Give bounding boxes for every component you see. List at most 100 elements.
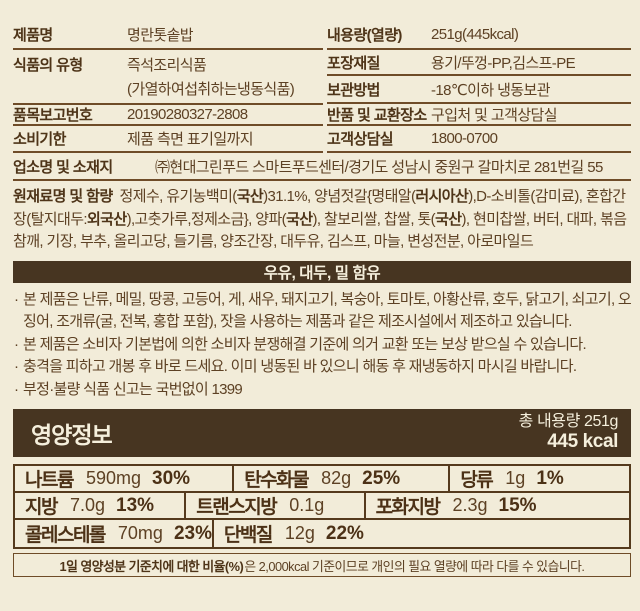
nutrition-cell-fat: 지방 7.0g 13%	[15, 493, 187, 519]
return-place-value: 구입처 및 고객상담실	[431, 106, 558, 124]
food-type-line1: 즉석조리식품	[127, 57, 207, 74]
nutrient-name: 단백질	[223, 525, 273, 547]
nutrient-percent: 15%	[498, 494, 537, 516]
nutrient-name: 포화지방	[375, 497, 441, 519]
row-food-type: 식품의 유형 즉석조리식품 (가열하여섭취하는냉동식품)	[13, 50, 323, 105]
bullet-icon: ·	[14, 335, 19, 353]
business-address-label: 업소명 및 소재지	[13, 158, 113, 176]
ingredients-seg-10: ), 현미찹쌀, 버터, 대파, 볶음참깨, 기장, 부추, 올리고당, 들기름…	[13, 210, 627, 251]
nutrition-row: 콜레스테롤 70mg 23% 단백질 12g 22%	[15, 520, 629, 548]
nutrition-header-band: 영양정보 총 내용량 251g 445 kcal	[13, 409, 631, 458]
food-type-label: 식품의 유형	[13, 57, 83, 74]
nutrition-cell-protein: 단백질 12g 22%	[214, 520, 629, 547]
row-expiry: 소비기한 제품 측면 표기일까지	[13, 126, 323, 153]
nutrient-percent: 23%	[173, 522, 212, 544]
row-business-address: 업소명 및 소재지 ㈜현대그린푸드 스마트푸드센터/경기도 성남시 중원구 갈마…	[13, 153, 631, 181]
footnote-bold: 1일 영양성분 기준치에 대한 비율(%)	[59, 558, 244, 574]
notice-text: 충격을 피하고 개봉 후 바로 드세요. 이미 냉동된 바 있으니 해동 후 재…	[23, 358, 577, 376]
ingredients-origin-1: 국산	[236, 188, 264, 205]
bullet-icon: ·	[14, 291, 19, 308]
report-number-value: 20190280327-2808	[127, 106, 248, 123]
notice-list: · 본 제품은 난류, 메밀, 땅콩, 고등어, 게, 새우, 돼지고기, 복숭…	[13, 283, 632, 401]
ingredients-origin-9: 국산	[435, 210, 462, 228]
notice-text: 본 제품은 소비자 기본법에 의한 소비자 분쟁해결 기준에 의거 교환 또는 …	[23, 335, 587, 353]
ingredients-seg-2: )31.1%, 양념젓갈{명태알(	[263, 188, 416, 205]
ingredients-label: 원재료명 및 함량	[13, 188, 113, 205]
nutrient-percent: 13%	[116, 494, 155, 516]
notice-text: 부정·불량 식품 신고는 국번없이 1399	[23, 380, 243, 398]
expiry-label: 소비기한	[13, 131, 66, 148]
nutrient-name: 나트륨	[25, 470, 74, 492]
nutrient-amount: 12g	[284, 523, 315, 544]
nutrient-name: 콜레스테롤	[25, 525, 106, 547]
food-type-line2: (가열하여섭취하는냉동식품)	[127, 81, 295, 98]
report-number-label: 품목보고번호	[13, 107, 93, 124]
notice-item: · 본 제품은 소비자 기본법에 의한 소비자 분쟁해결 기준에 의거 교환 또…	[13, 334, 631, 356]
nutrition-cell-sodium: 나트륨 590mg 30%	[15, 466, 235, 492]
footnote-rest: 은 2,000kcal 기준이므로 개인의 필요 열량에 따라 다를 수 있습니…	[244, 558, 585, 574]
nutrition-total-weight: 총 내용량 251g	[518, 413, 619, 431]
nutrient-amount: 1g	[505, 468, 526, 489]
row-product-name: 제품명 명란톳솥밥	[13, 21, 323, 50]
info-column-left: 제품명 명란톳솥밥 식품의 유형 즉석조리식품 (가열하여섭취하는냉동식품) 품…	[13, 21, 323, 153]
product-info-table: 제품명 명란톳솥밥 식품의 유형 즉석조리식품 (가열하여섭취하는냉동식품) 품…	[13, 21, 631, 153]
row-net-content: 내용량(열량) 251g(445kcal)	[327, 21, 631, 50]
expiry-value: 제품 측면 표기일까지	[127, 131, 254, 148]
nutrient-amount: 0.1g	[289, 495, 325, 516]
info-column-right: 내용량(열량) 251g(445kcal) 포장재질 용기/뚜껑-PP,김스프-…	[327, 21, 631, 153]
bullet-icon: ·	[14, 358, 19, 376]
row-customer-service: 고객상담실 1800-0700	[327, 126, 631, 153]
nutrient-amount: 7.0g	[69, 495, 106, 516]
business-address-value: ㈜현대그린푸드 스마트푸드센터/경기도 성남시 중원구 갈마치로 281번길 5…	[155, 158, 603, 176]
ingredients-seg-6: ),고춧가루,정제소금}, 양파(	[126, 210, 287, 228]
notice-item: · 본 제품은 난류, 메밀, 땅콩, 고등어, 게, 새우, 돼지고기, 복숭…	[13, 289, 632, 334]
row-report-number: 품목보고번호 20190280327-2808	[13, 105, 323, 126]
nutrition-cell-carbs: 탄수화물 82g 25%	[234, 466, 451, 492]
ingredients-paragraph: 원재료명 및 함량 정제수, 유기농백미(국산)31.1%, 양념젓갈{명태알(러…	[13, 181, 631, 257]
nutrient-percent: 1%	[536, 467, 564, 489]
nutrition-cell-sugars: 당류 1g 1%	[450, 466, 629, 492]
bullet-icon: ·	[14, 380, 19, 398]
nutrition-row: 나트륨 590mg 30% 탄수화물 82g 25% 당류 1g 1%	[15, 466, 629, 494]
nutrition-cell-cholesterol: 콜레스테롤 70mg 23%	[15, 520, 214, 548]
nutrition-total-kcal: 445 kcal	[547, 431, 618, 453]
nutrient-name: 당류	[460, 470, 493, 492]
net-content-label: 내용량(열량)	[327, 27, 402, 44]
row-return-place: 반품 및 교환장소 구입처 및 고객상담실	[327, 104, 631, 126]
nutrient-amount: 2.3g	[452, 495, 488, 516]
food-type-value: 즉석조리식품 (가열하여섭취하는냉동식품)	[127, 54, 295, 102]
nutrient-amount: 590mg	[85, 468, 141, 489]
allergen-band: 우유, 대두, 밀 함유	[13, 261, 631, 283]
row-packaging: 포장재질 용기/뚜껑-PP,김스프-PE	[327, 50, 631, 76]
nutrient-name: 탄수화물	[244, 470, 309, 492]
nutrition-row: 지방 7.0g 13% 트랜스지방 0.1g 포화지방 2.3g 15%	[15, 493, 629, 521]
ingredients-origin-3: 러시아산	[415, 188, 469, 205]
customer-service-label: 고객상담실	[327, 131, 394, 148]
ingredients-origin-5: 외국산	[86, 210, 127, 228]
ingredients-seg-8: ), 찰보리쌀, 찹쌀, 톳(	[312, 210, 436, 228]
packaging-label: 포장재질	[327, 54, 380, 72]
nutrition-table: 나트륨 590mg 30% 탄수화물 82g 25% 당류 1g 1% 지방 7…	[13, 464, 631, 550]
nutrition-cell-transfat: 트랜스지방 0.1g	[186, 493, 366, 519]
storage-label: 보관방법	[327, 81, 380, 99]
daily-value-footnote: 1일 영양성분 기준치에 대한 비율(%) 은 2,000kcal 기준이므로 개…	[13, 553, 631, 578]
return-place-label: 반품 및 교환장소	[327, 106, 427, 124]
nutrient-name: 트랜스지방	[196, 497, 277, 519]
customer-service-value: 1800-0700	[431, 130, 498, 147]
ingredients-seg-4: ),D-소비톨(감미료), 혼합간장(탈지대두:	[13, 188, 626, 228]
nutrient-percent: 22%	[325, 522, 364, 544]
storage-value: -18℃이하 냉동보관	[431, 81, 551, 99]
nutrition-title: 영양정보	[31, 422, 113, 449]
product-name-value: 명란톳솥밥	[127, 27, 194, 44]
nutrient-percent: 25%	[362, 467, 401, 489]
notice-item: · 부정·불량 식품 신고는 국번없이 1399	[13, 379, 631, 401]
nutrient-amount: 82g	[321, 468, 352, 489]
product-name-label: 제품명	[13, 27, 53, 44]
nutrient-percent: 30%	[152, 467, 191, 489]
packaging-value: 용기/뚜껑-PP,김스프-PE	[431, 54, 576, 72]
nutrient-amount: 70mg	[117, 523, 163, 544]
nutrient-name: 지방	[25, 497, 58, 519]
ingredients-origin-7: 국산	[286, 210, 313, 228]
row-storage: 보관방법 -18℃이하 냉동보관	[327, 76, 631, 104]
